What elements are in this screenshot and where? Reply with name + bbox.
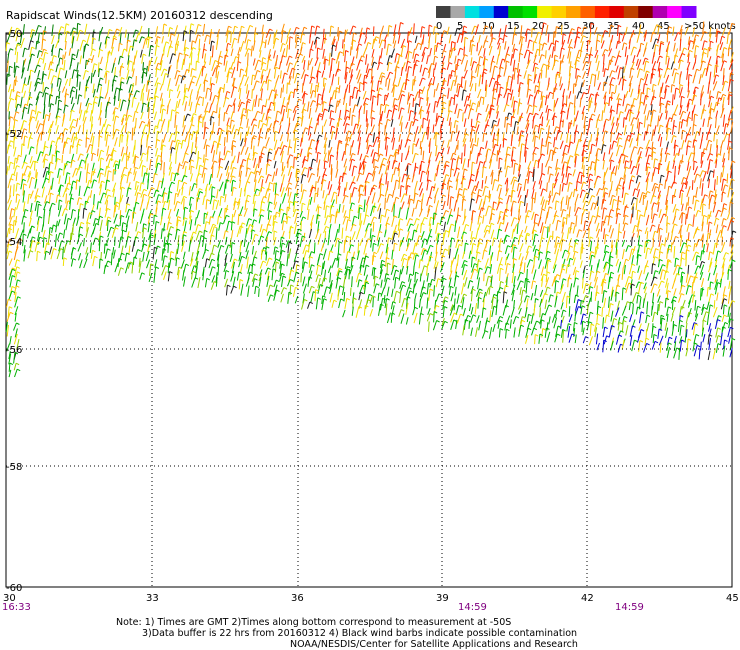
legend-label-30: 30: [582, 21, 595, 32]
map-title: Rapidscat Winds(12.5KM) 20160312 descend…: [6, 9, 273, 22]
lat-label-60: -60: [6, 583, 22, 594]
time-label-middle: 14:59: [458, 602, 487, 613]
wind-barb-field: [5, 21, 737, 378]
legend-swatches: [436, 6, 697, 18]
lon-label-45: 45: [726, 593, 739, 604]
legend-swatch: [551, 6, 567, 18]
note-line-1: Note: 1) Times are GMT 2)Times along bot…: [116, 617, 511, 628]
legend-label-20: 20: [532, 21, 545, 32]
legend-swatch: [681, 6, 697, 18]
legend-swatch: [566, 6, 581, 18]
legend-swatch: [436, 6, 451, 18]
legend-label-15: 15: [507, 21, 520, 32]
lon-label-42: 42: [581, 593, 594, 604]
map-frame: [5, 32, 733, 588]
legend-label-25: 25: [557, 21, 570, 32]
legend-label-50-knots: >50 knots: [684, 21, 736, 32]
time-label-last: 14:59: [615, 602, 644, 613]
legend-swatch: [522, 6, 538, 18]
time-labels: 16:33 14:59 14:59: [2, 602, 644, 613]
legend-swatch: [450, 6, 466, 18]
lon-label-39: 39: [436, 593, 449, 604]
time-label-first: 16:33: [2, 602, 31, 613]
note-line-2: 3)Data buffer is 22 hrs from 20160312 4)…: [142, 628, 577, 639]
lon-label-33: 33: [146, 593, 159, 604]
legend-swatch: [537, 6, 553, 18]
legend-label-10: 10: [482, 21, 495, 32]
legend-swatch: [652, 6, 668, 18]
legend-swatch: [594, 6, 610, 18]
legend-swatch: [479, 6, 495, 18]
lon-label-30: 30: [3, 593, 16, 604]
lat-label-56: -56: [6, 345, 22, 356]
graticule: [6, 33, 732, 587]
legend-swatch: [623, 6, 639, 18]
lat-label-58: -58: [6, 462, 22, 473]
lat-label-54: -54: [6, 237, 22, 248]
lon-label-36: 36: [291, 593, 304, 604]
lat-label-52: -52: [6, 129, 22, 140]
legend-label-45: 45: [657, 21, 670, 32]
legend-label-40: 40: [632, 21, 645, 32]
latitude-labels: -50 -52 -54 -56 -58 -60: [6, 29, 22, 594]
note-line-3: NOAA/NESDIS/Center for Satellite Applica…: [290, 639, 578, 650]
footer-notes: Note: 1) Times are GMT 2)Times along bot…: [116, 617, 578, 650]
lat-label-50: -50: [6, 29, 22, 40]
legend-swatch: [580, 6, 596, 18]
longitude-labels: 30 33 36 39 42 45: [3, 593, 739, 604]
legend-swatch: [667, 6, 683, 18]
legend-swatch: [638, 6, 654, 18]
legend-label-5: 5: [457, 21, 463, 32]
legend-swatch: [464, 6, 480, 18]
color-legend: 0 5 10 15 20 25 30 35 40 45 >50 knots: [436, 6, 736, 32]
legend-swatch: [609, 6, 625, 18]
legend-swatch: [508, 6, 524, 18]
legend-swatch: [493, 6, 509, 18]
legend-label-0: 0: [436, 21, 442, 32]
